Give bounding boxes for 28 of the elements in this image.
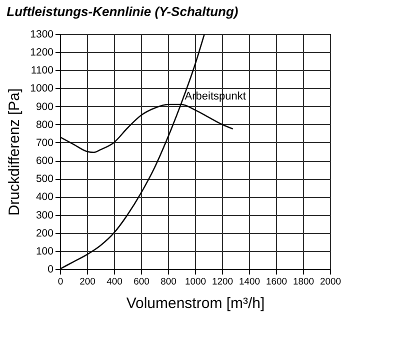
y-tick-label: 800 [36,118,54,131]
y-axis-title: Druckdifferenz [Pa] [6,88,24,216]
x-tick-label: 200 [80,276,96,288]
x-axis-title: Volumenstrom [m³/h] [126,295,265,312]
x-tick-label: 2000 [320,276,342,288]
x-tick-label: 600 [134,276,150,288]
y-tick-label: 100 [36,245,54,258]
y-tick-label: 1300 [30,28,54,40]
x-tick-label: 800 [160,276,176,288]
y-tick-label: 200 [36,227,54,240]
x-tick-label: 1800 [292,276,314,288]
y-tick-label: 1000 [30,82,54,95]
x-tick-label: 0 [58,276,64,288]
x-tick-label: 1600 [266,276,288,288]
x-tick-label: 1400 [238,276,260,288]
x-tick-label: 1000 [184,276,206,288]
chart-title: Luftleistungs-Kennlinie (Y-Schaltung) [6,4,238,19]
y-tick-label: 900 [36,100,54,113]
y-tick-label: 700 [36,136,54,149]
y-tick-label: 300 [36,209,54,222]
x-tick-label: 1200 [212,276,234,288]
y-tick-label: 500 [36,173,54,186]
y-tick-label: 0 [48,264,54,276]
y-tick-label: 1100 [30,64,54,77]
y-tick-label: 600 [36,155,54,168]
y-tick-label: 400 [36,191,54,204]
y-tick-label: 1200 [30,46,54,59]
x-tick-label: 400 [106,276,122,288]
